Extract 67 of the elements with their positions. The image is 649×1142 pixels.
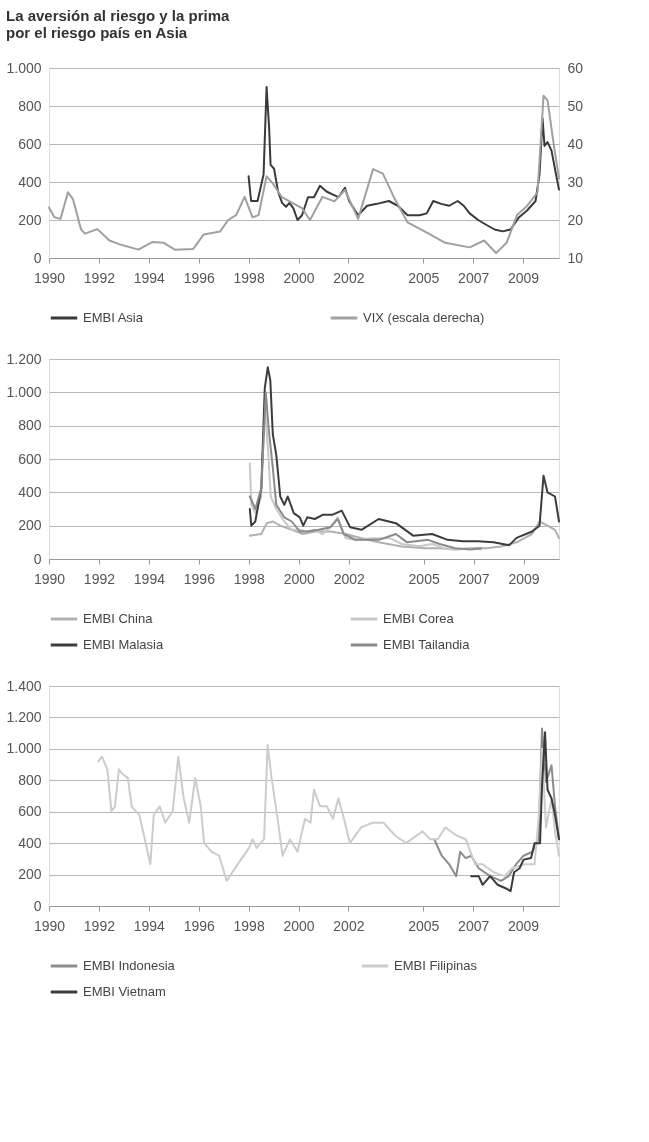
x-tick-label: 2007 <box>458 570 490 587</box>
x-tick-label: 2009 <box>507 917 540 934</box>
legend-label: EMBI Filipinas <box>394 958 478 973</box>
x-tick-label: 1994 <box>133 917 166 934</box>
y-tick-label: 0 <box>33 897 42 914</box>
x-tick-label: 2002 <box>333 917 365 934</box>
y-tick-label: 200 <box>18 866 42 883</box>
y-tick-label: 800 <box>18 97 42 114</box>
y-tick-label: 400 <box>18 834 42 851</box>
x-tick-label: 1994 <box>133 570 166 587</box>
legend-label: EMBI Malasia <box>83 637 164 652</box>
y-tick-label: 1.000 <box>6 740 42 757</box>
y-tick-label: 200 <box>18 517 42 534</box>
x-tick-label: 1990 <box>33 269 66 286</box>
y-tick-label: 800 <box>18 771 42 788</box>
y-tick-label: 400 <box>18 173 42 190</box>
x-tick-label: 1992 <box>83 917 116 934</box>
y2-tick-label: 40 <box>567 135 584 152</box>
y-tick-label: 600 <box>18 803 42 820</box>
x-tick-label: 2007 <box>458 917 490 934</box>
y-tick-label: 1.400 <box>6 677 42 694</box>
y-tick-label: 1.000 <box>6 59 42 76</box>
x-tick-label: 1990 <box>33 917 66 934</box>
chart-title: La aversión al riesgo y la prima por el riesgo país en Asia <box>5 7 231 41</box>
x-tick-label: 1996 <box>183 269 215 286</box>
x-tick-label: 2007 <box>458 269 490 286</box>
x-tick-label: 2009 <box>507 269 540 286</box>
y2-tick-label: 10 <box>567 249 584 266</box>
x-tick-label: 1990 <box>33 570 66 587</box>
x-tick-label: 2005 <box>408 917 440 934</box>
x-tick-label: 1996 <box>183 917 215 934</box>
legend-label: VIX (escala derecha) <box>363 310 485 325</box>
legend-label: EMBI Corea <box>383 611 455 626</box>
x-tick-label: 1998 <box>233 570 266 587</box>
x-tick-label: 2000 <box>283 570 316 587</box>
y-tick-label: 600 <box>18 450 42 467</box>
y-tick-label: 400 <box>18 483 42 500</box>
x-tick-label: 1994 <box>133 269 166 286</box>
y-tick-label: 0 <box>33 249 42 266</box>
y-tick-label: 200 <box>18 211 42 228</box>
x-tick-label: 1992 <box>83 269 116 286</box>
y2-tick-label: 20 <box>567 211 584 228</box>
x-tick-label: 2000 <box>283 269 315 286</box>
x-tick-label: 2005 <box>408 570 440 587</box>
x-tick-label: 2005 <box>408 269 440 286</box>
y-tick-label: 1.200 <box>6 350 42 367</box>
y2-tick-label: 30 <box>567 173 584 190</box>
x-tick-label: 1992 <box>83 570 116 587</box>
y-tick-label: 1.000 <box>6 383 42 400</box>
y2-tick-label: 60 <box>567 59 584 76</box>
legend-label: EMBI China <box>83 611 154 626</box>
y-tick-label: 1.200 <box>6 708 42 725</box>
x-tick-label: 1998 <box>233 917 265 934</box>
x-tick-label: 2002 <box>333 269 365 286</box>
x-tick-label: 1998 <box>233 269 265 286</box>
x-tick-label: 2000 <box>283 917 315 934</box>
legend-label: EMBI Indonesia <box>83 958 176 973</box>
y2-tick-label: 50 <box>567 97 584 114</box>
legend-label: EMBI Asia <box>83 310 144 325</box>
legend-label: EMBI Vietnam <box>83 984 166 999</box>
x-tick-label: 2002 <box>333 570 365 587</box>
x-tick-label: 2009 <box>508 570 540 587</box>
y-tick-label: 800 <box>18 417 42 434</box>
legend-label: EMBI Tailandia <box>383 637 471 652</box>
y-tick-label: 0 <box>33 550 42 567</box>
y-tick-label: 600 <box>18 135 42 152</box>
x-tick-label: 1996 <box>183 570 216 587</box>
